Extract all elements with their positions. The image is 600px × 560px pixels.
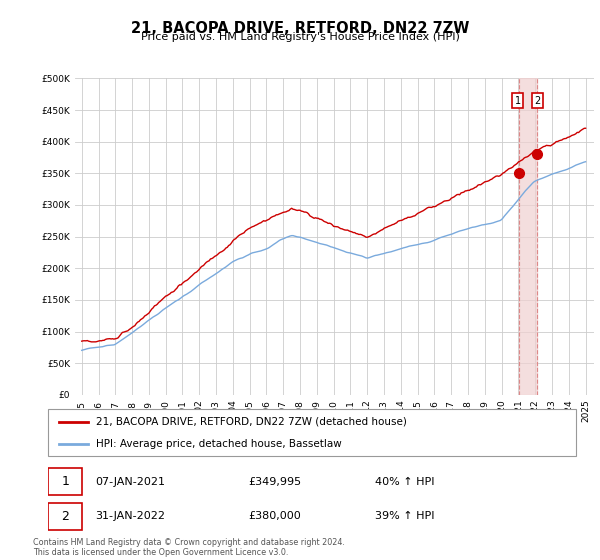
Text: HPI: Average price, detached house, Bassetlaw: HPI: Average price, detached house, Bass… <box>95 438 341 449</box>
Text: Contains HM Land Registry data © Crown copyright and database right 2024.
This d: Contains HM Land Registry data © Crown c… <box>33 538 345 557</box>
Bar <box>519 78 536 395</box>
Text: 2: 2 <box>535 96 541 105</box>
Text: 1: 1 <box>515 96 521 105</box>
FancyBboxPatch shape <box>48 503 82 530</box>
Text: 31-JAN-2022: 31-JAN-2022 <box>95 511 166 521</box>
Text: £380,000: £380,000 <box>248 511 301 521</box>
Text: 39% ↑ HPI: 39% ↑ HPI <box>376 511 435 521</box>
FancyBboxPatch shape <box>48 409 576 456</box>
Text: 1: 1 <box>61 475 69 488</box>
Text: 21, BACOPA DRIVE, RETFORD, DN22 7ZW (detached house): 21, BACOPA DRIVE, RETFORD, DN22 7ZW (det… <box>95 417 406 427</box>
Text: 07-JAN-2021: 07-JAN-2021 <box>95 477 166 487</box>
Text: 21, BACOPA DRIVE, RETFORD, DN22 7ZW: 21, BACOPA DRIVE, RETFORD, DN22 7ZW <box>131 21 469 36</box>
Text: 40% ↑ HPI: 40% ↑ HPI <box>376 477 435 487</box>
FancyBboxPatch shape <box>48 468 82 495</box>
Text: 2: 2 <box>61 510 69 523</box>
Text: Price paid vs. HM Land Registry's House Price Index (HPI): Price paid vs. HM Land Registry's House … <box>140 32 460 43</box>
Text: £349,995: £349,995 <box>248 477 302 487</box>
